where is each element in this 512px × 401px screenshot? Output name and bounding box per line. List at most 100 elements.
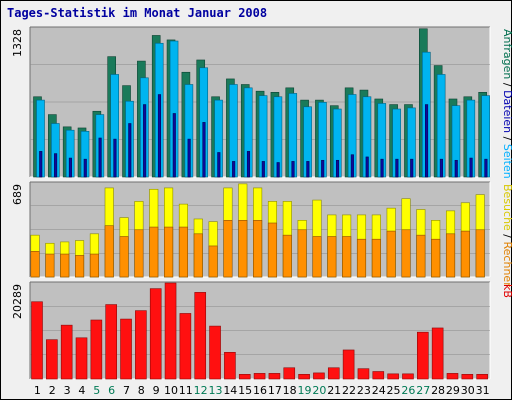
bar-kb-day-20 bbox=[313, 372, 325, 380]
bar-kb-day-29 bbox=[446, 373, 459, 380]
bar-dateien-day-20 bbox=[321, 159, 325, 178]
x-tick-label-day-28: 28 bbox=[431, 384, 445, 397]
bar-rechner-day-18 bbox=[282, 234, 292, 278]
x-tick-label-day-3: 3 bbox=[64, 384, 71, 397]
x-tick-label-day-25: 25 bbox=[387, 384, 401, 397]
bar-kb-day-16 bbox=[253, 373, 266, 380]
bar-kb-day-25 bbox=[387, 373, 399, 380]
bar-dateien-day-27 bbox=[425, 104, 429, 178]
bar-dateien-day-6 bbox=[113, 138, 117, 178]
bar-dateien-day-14 bbox=[232, 161, 236, 178]
x-tick-label-day-7: 7 bbox=[123, 384, 130, 397]
bar-rechner-day-13 bbox=[208, 245, 218, 278]
legend-entry: kB bbox=[501, 284, 512, 298]
legend-entry: Besuche bbox=[501, 184, 512, 231]
bar-rechner-day-5 bbox=[89, 253, 99, 278]
bar-kb-day-15 bbox=[238, 374, 251, 380]
panel-2-ymax-label: 689 bbox=[11, 184, 24, 205]
bar-dateien-day-1 bbox=[39, 151, 43, 178]
bar-dateien-day-4 bbox=[83, 158, 87, 178]
panel-3-legend: kB bbox=[501, 284, 512, 298]
bar-kb-day-3 bbox=[60, 324, 73, 380]
x-tick-label-day-2: 2 bbox=[49, 384, 56, 397]
bar-dateien-day-25 bbox=[395, 158, 399, 178]
x-tick-label-day-26: 26 bbox=[401, 384, 415, 397]
x-tick-label-day-18: 18 bbox=[283, 384, 297, 397]
bar-rechner-day-7 bbox=[119, 236, 129, 278]
bar-kb-day-11 bbox=[179, 313, 192, 380]
x-tick-label-day-22: 22 bbox=[342, 384, 356, 397]
bar-rechner-day-26 bbox=[401, 229, 411, 278]
bar-rechner-day-27 bbox=[416, 234, 426, 278]
bar-dateien-day-11 bbox=[187, 138, 191, 178]
x-tick-label-day-9: 9 bbox=[153, 384, 160, 397]
legend-separator: / bbox=[501, 133, 512, 144]
x-tick-label-day-30: 30 bbox=[461, 384, 475, 397]
bar-rechner-day-20 bbox=[312, 236, 322, 278]
bar-rechner-day-15 bbox=[238, 220, 248, 278]
x-tick-label-day-4: 4 bbox=[78, 384, 85, 397]
x-tick-label-day-1: 1 bbox=[34, 384, 41, 397]
bar-dateien-day-15 bbox=[246, 151, 251, 178]
bar-rechner-day-12 bbox=[193, 233, 203, 278]
x-tick-label-day-16: 16 bbox=[253, 384, 267, 397]
bar-dateien-day-3 bbox=[68, 157, 72, 178]
legend-entry: Anfragen bbox=[501, 29, 512, 79]
bar-kb-day-27 bbox=[417, 331, 429, 380]
bar-kb-day-9 bbox=[149, 288, 162, 380]
legend-entry: Dateien bbox=[501, 90, 512, 133]
bar-dateien-day-10 bbox=[172, 113, 176, 178]
bar-dateien-day-21 bbox=[335, 159, 340, 178]
x-tick-label-day-14: 14 bbox=[223, 384, 237, 397]
bar-dateien-day-13 bbox=[217, 152, 221, 178]
bar-dateien-day-9 bbox=[157, 94, 162, 178]
bar-rechner-day-3 bbox=[60, 253, 70, 278]
bar-dateien-day-18 bbox=[291, 161, 295, 178]
bar-dateien-day-12 bbox=[202, 122, 206, 178]
x-tick-label-day-17: 17 bbox=[268, 384, 282, 397]
panel-3-ymax-label: 20289 bbox=[11, 284, 24, 319]
x-tick-label-day-19: 19 bbox=[298, 384, 312, 397]
x-tick-label-day-15: 15 bbox=[238, 384, 252, 397]
bar-kb-day-12 bbox=[194, 292, 207, 380]
bar-rechner-day-14 bbox=[223, 220, 233, 278]
bar-rechner-day-6 bbox=[104, 225, 114, 278]
bar-kb-day-8 bbox=[135, 310, 147, 380]
x-tick-label-day-5: 5 bbox=[93, 384, 100, 397]
bar-dateien-day-26 bbox=[410, 158, 414, 178]
x-tick-label-day-23: 23 bbox=[357, 384, 371, 397]
bar-rechner-day-8 bbox=[134, 229, 144, 278]
x-tick-label-day-8: 8 bbox=[138, 384, 145, 397]
x-tick-label-day-11: 11 bbox=[179, 384, 193, 397]
bar-kb-day-10 bbox=[164, 282, 177, 380]
bar-kb-day-19 bbox=[298, 374, 310, 380]
x-tick-label-day-13: 13 bbox=[208, 384, 222, 397]
bar-kb-day-26 bbox=[402, 373, 414, 380]
bar-rechner-day-17 bbox=[267, 222, 278, 278]
bar-rechner-day-28 bbox=[431, 238, 441, 278]
bar-dateien-day-2 bbox=[54, 153, 58, 178]
x-tick-label-day-6: 6 bbox=[108, 384, 115, 397]
bar-kb-day-17 bbox=[268, 373, 281, 380]
bar-rechner-day-21 bbox=[327, 236, 337, 278]
x-tick-label-day-21: 21 bbox=[327, 384, 341, 397]
bar-kb-day-24 bbox=[372, 371, 385, 380]
bar-rechner-day-4 bbox=[75, 255, 85, 278]
bar-kb-day-23 bbox=[357, 368, 370, 380]
bar-kb-day-6 bbox=[105, 304, 117, 380]
panel-2-legend: Besuche / Rechner bbox=[501, 184, 512, 287]
bar-dateien-day-5 bbox=[98, 137, 102, 178]
bar-rechner-day-16 bbox=[253, 220, 263, 278]
bar-kb-day-18 bbox=[283, 367, 296, 380]
bar-rechner-day-2 bbox=[45, 253, 55, 278]
legend-entry: Seiten bbox=[501, 144, 512, 179]
legend-entry: Rechner bbox=[501, 242, 512, 288]
bar-dateien-day-23 bbox=[365, 156, 369, 178]
bar-dateien-day-7 bbox=[128, 123, 132, 178]
x-tick-label-day-10: 10 bbox=[164, 384, 178, 397]
x-tick-label-day-12: 12 bbox=[194, 384, 208, 397]
bar-kb-day-28 bbox=[431, 327, 444, 380]
bar-kb-day-7 bbox=[120, 318, 132, 380]
bar-rechner-day-24 bbox=[371, 238, 381, 278]
legend-separator: / bbox=[501, 79, 512, 90]
